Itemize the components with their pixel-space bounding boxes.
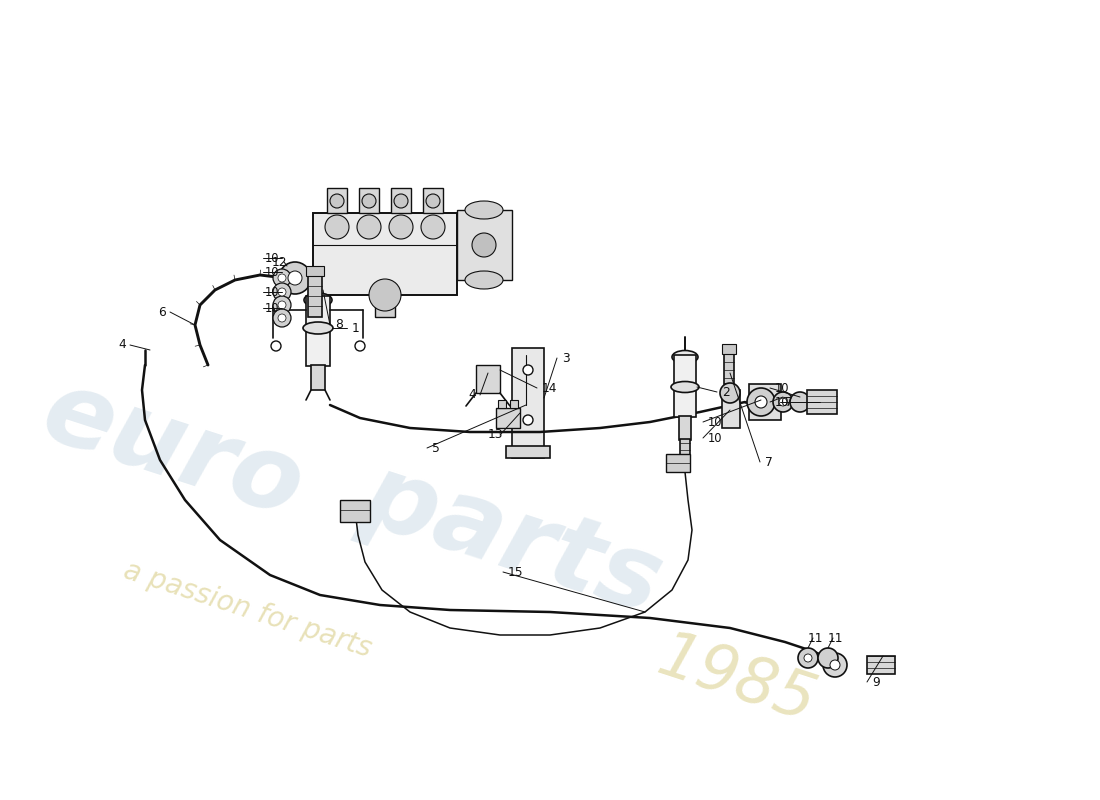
Text: parts: parts <box>350 445 674 635</box>
Circle shape <box>818 648 838 668</box>
Circle shape <box>278 301 286 309</box>
Text: 4: 4 <box>118 338 125 351</box>
Bar <box>306 296 330 366</box>
Bar <box>679 416 691 440</box>
Bar <box>308 275 322 317</box>
Text: 10: 10 <box>265 251 279 265</box>
Circle shape <box>804 654 812 662</box>
Bar <box>311 365 324 390</box>
Circle shape <box>368 279 402 311</box>
Circle shape <box>779 398 786 406</box>
Ellipse shape <box>302 322 333 334</box>
Text: 9: 9 <box>872 675 880 689</box>
Text: 7: 7 <box>785 395 793 409</box>
Circle shape <box>362 194 376 208</box>
Text: 11: 11 <box>828 631 844 645</box>
Bar <box>340 500 370 522</box>
Circle shape <box>330 194 344 208</box>
Circle shape <box>720 383 740 403</box>
Circle shape <box>273 309 292 327</box>
Bar <box>680 439 690 464</box>
Bar <box>390 188 411 213</box>
Circle shape <box>798 648 818 668</box>
Bar <box>314 213 456 295</box>
Circle shape <box>747 388 776 416</box>
Text: a passion for parts: a passion for parts <box>120 557 375 663</box>
Bar <box>724 352 734 384</box>
Circle shape <box>755 396 767 408</box>
Text: euro: euro <box>30 361 316 539</box>
Circle shape <box>273 269 292 287</box>
Bar <box>749 384 781 420</box>
Circle shape <box>394 194 408 208</box>
Circle shape <box>279 262 311 294</box>
Circle shape <box>389 215 412 239</box>
Text: 8: 8 <box>336 318 343 331</box>
Text: 4: 4 <box>468 389 475 402</box>
Ellipse shape <box>465 201 503 219</box>
Text: 10: 10 <box>776 382 790 394</box>
Bar <box>510 400 518 408</box>
Text: 1: 1 <box>352 322 360 334</box>
Circle shape <box>355 341 365 351</box>
Text: 15: 15 <box>508 566 524 578</box>
Bar <box>867 656 895 674</box>
Text: 10: 10 <box>265 266 279 278</box>
Circle shape <box>522 365 534 375</box>
Text: 11: 11 <box>808 631 824 645</box>
Circle shape <box>358 215 381 239</box>
Bar <box>306 266 324 276</box>
Text: 3: 3 <box>562 351 570 365</box>
Bar <box>666 454 690 472</box>
Circle shape <box>522 415 534 425</box>
Circle shape <box>790 392 810 412</box>
Circle shape <box>271 341 281 351</box>
Text: 6: 6 <box>158 306 166 318</box>
Text: 10: 10 <box>708 431 723 445</box>
Bar <box>456 210 512 280</box>
Ellipse shape <box>671 382 698 393</box>
Circle shape <box>324 215 349 239</box>
Text: 7: 7 <box>764 455 772 469</box>
Text: 10: 10 <box>708 415 723 429</box>
Text: 5: 5 <box>432 442 440 454</box>
Text: 12: 12 <box>272 255 287 269</box>
Bar <box>476 365 501 393</box>
Bar <box>424 188 443 213</box>
Text: 13: 13 <box>488 429 504 442</box>
Bar <box>807 390 837 414</box>
Circle shape <box>773 392 793 412</box>
Text: 14: 14 <box>542 382 558 394</box>
Circle shape <box>823 653 847 677</box>
Circle shape <box>278 288 286 296</box>
Bar <box>506 446 550 458</box>
Circle shape <box>421 215 446 239</box>
Circle shape <box>288 271 302 285</box>
Text: 2: 2 <box>722 386 729 398</box>
Circle shape <box>273 283 292 301</box>
Bar <box>674 355 696 417</box>
Ellipse shape <box>672 350 698 363</box>
Bar <box>327 188 346 213</box>
Circle shape <box>830 660 840 670</box>
Bar <box>722 390 740 428</box>
Bar <box>359 188 380 213</box>
Text: 10: 10 <box>265 302 279 314</box>
Circle shape <box>426 194 440 208</box>
Bar <box>512 348 544 458</box>
Text: 1985: 1985 <box>650 626 824 734</box>
Ellipse shape <box>304 293 332 307</box>
Ellipse shape <box>465 271 503 289</box>
Bar <box>496 408 520 428</box>
Bar <box>722 344 736 354</box>
Circle shape <box>278 274 286 282</box>
Circle shape <box>273 296 292 314</box>
Text: 10: 10 <box>776 395 790 409</box>
Circle shape <box>472 233 496 257</box>
Bar <box>498 400 506 408</box>
Bar <box>375 293 395 317</box>
Text: 10: 10 <box>265 286 279 298</box>
Circle shape <box>278 314 286 322</box>
